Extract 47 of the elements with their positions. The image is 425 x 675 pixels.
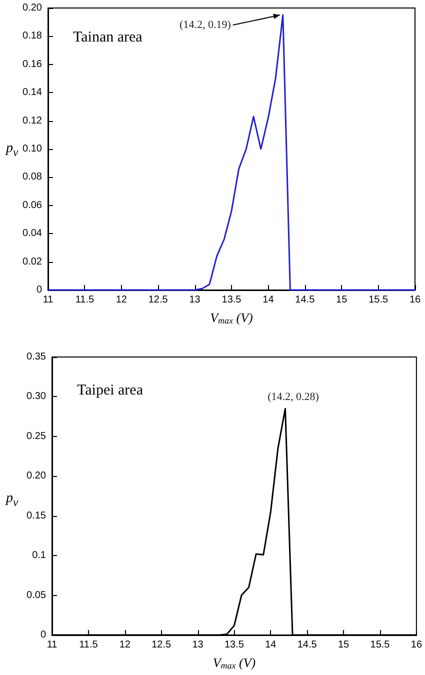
y-tick-label: 0.30: [26, 391, 46, 402]
y-tick-label: 0.20: [22, 2, 42, 14]
y-tick-label: 0.02: [22, 256, 42, 268]
annotation: Tainan area: [73, 30, 143, 46]
x-tick-label: 15.5: [370, 640, 390, 650]
y-tick-label: 0.05: [26, 590, 46, 601]
x-tick-label: 11.5: [79, 640, 98, 650]
y-tick-label: 0.20: [26, 470, 46, 482]
x-tick-label: 12: [116, 294, 128, 306]
y-tick-label: 0.16: [22, 58, 42, 70]
y-tick-label: 0.25: [26, 430, 46, 442]
x-tick-label: 12.5: [148, 294, 168, 306]
annotation: Taipei area: [77, 382, 144, 398]
y-axis-title: p$_{v}$: [6, 141, 18, 159]
x-tick-label: 15: [338, 640, 350, 650]
x-tick-label: 11: [42, 294, 54, 306]
x-tick-label: 11: [46, 640, 58, 650]
annotation: (14.2, 0.19): [180, 19, 232, 32]
y-tick-label: 0.14: [22, 87, 42, 98]
x-tick-label: 13: [192, 640, 204, 650]
x-tick-label: 15.5: [368, 294, 388, 306]
x-tick-label: 14: [265, 640, 277, 650]
y-tick-label: 0: [40, 630, 46, 640]
x-tick-label: 13: [189, 294, 201, 306]
x-tick-label: 16: [409, 294, 421, 306]
y-tick-label: 0.18: [22, 30, 42, 42]
y-tick-label: 0.06: [22, 200, 42, 211]
x-tick-label: 12: [119, 640, 131, 650]
x-tick-label: 14.5: [295, 294, 316, 306]
x-tick-label: 14.5: [297, 640, 318, 650]
x-tick-label: 12.5: [152, 640, 172, 650]
x-tick-label: 13.5: [224, 640, 244, 650]
y-tick-label: 0.1: [32, 550, 46, 562]
y-tick-label: 0.35: [26, 352, 46, 362]
x-tick-label: 15: [336, 294, 348, 306]
x-tick-label: 13.5: [222, 294, 242, 306]
y-tick-label: 0.12: [22, 115, 42, 126]
y-tick-label: 0.15: [26, 510, 46, 522]
x-tick-label: 11.5: [75, 294, 94, 306]
y-tick-label: 0.08: [22, 172, 42, 183]
x-tick-label: 16: [410, 640, 422, 650]
y-tick-label: 0.04: [22, 228, 42, 240]
annotation: (14.2, 0.28): [268, 391, 320, 404]
y-axis-title: p$_{v}$: [6, 491, 18, 509]
y-tick-label: 0: [36, 284, 42, 296]
y-tick-label: 0.10: [22, 144, 42, 154]
x-tick-label: 14: [262, 294, 274, 306]
